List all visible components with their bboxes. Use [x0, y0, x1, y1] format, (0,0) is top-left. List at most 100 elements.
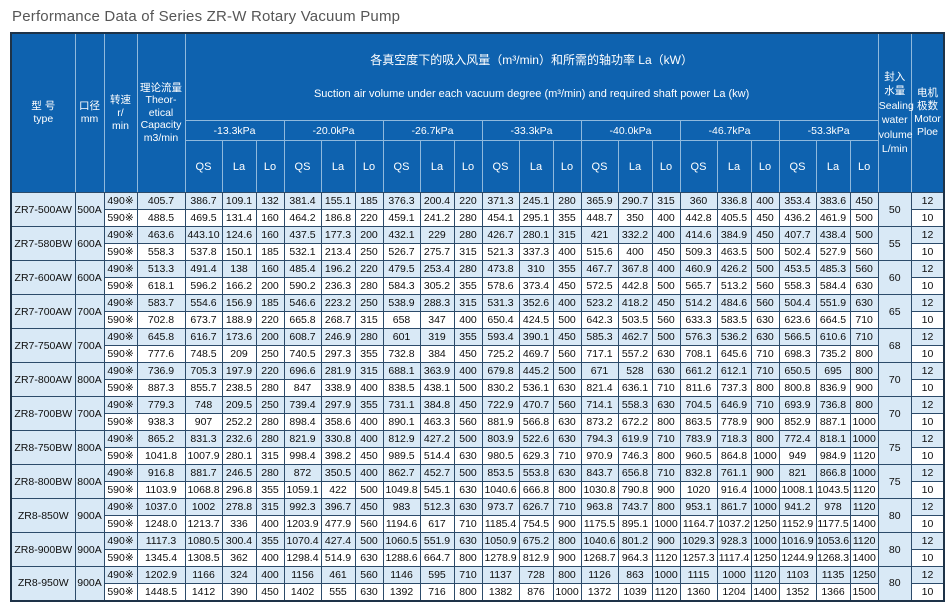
qs-cell: 696.6	[283, 362, 322, 380]
la-cell: 876	[518, 583, 554, 601]
subcol-header-lo: Lo	[354, 140, 384, 193]
qs-cell: 1103	[778, 566, 817, 584]
lo-cell: 560	[849, 243, 879, 261]
data-row-ZR8-700BW-590: 590※ 938.3 907 252.2 280 898.4 358.6 400 890.1 46…	[11, 413, 945, 431]
la-cell: 1177.5	[815, 515, 851, 533]
qs-cell: 843.7	[580, 464, 619, 482]
lo-cell: 280	[453, 226, 483, 244]
la-cell: 384	[419, 345, 455, 363]
qs-cell: 661.2	[679, 362, 718, 380]
lo-cell: 450	[453, 345, 483, 363]
lo-cell: 185	[354, 192, 384, 210]
lo-cell: 400	[255, 566, 285, 584]
pump-type-cell: ZR7-800AW	[10, 362, 76, 397]
qs-cell: 585.3	[580, 328, 619, 346]
qs-cell: 538.9	[382, 294, 421, 312]
qs-cell: 1352	[778, 583, 817, 601]
capacity-cell: 938.3	[136, 413, 186, 431]
la-cell: 558.3	[617, 396, 653, 414]
lo-cell: 450	[750, 209, 780, 227]
la-cell: 209	[221, 345, 257, 363]
lo-cell: 1400	[849, 549, 879, 567]
la-cell: 778.9	[716, 413, 752, 431]
lo-cell: 900	[651, 532, 681, 550]
lo-cell: 1120	[651, 583, 681, 601]
lo-cell: 500	[750, 243, 780, 261]
qs-cell: 852.9	[778, 413, 817, 431]
qs-cell: 509.3	[679, 243, 718, 261]
qs-cell: 949	[778, 447, 817, 465]
la-cell: 861.7	[716, 498, 752, 516]
lo-cell: 800	[849, 396, 879, 414]
la-cell: 452.7	[419, 464, 455, 482]
la-cell: 736.8	[815, 396, 851, 414]
motor-pole-cell: 12	[910, 396, 945, 414]
lo-cell: 710	[750, 362, 780, 380]
lo-cell: 560	[651, 311, 681, 329]
pump-type-cell: ZR7-600AW	[10, 260, 76, 295]
speed-cell: 590※	[103, 515, 138, 533]
lo-cell: 630	[552, 379, 582, 397]
la-cell: 427.4	[320, 532, 356, 550]
qs-cell: 1244.9	[778, 549, 817, 567]
speed-cell: 590※	[103, 277, 138, 295]
la-cell: 305.2	[419, 277, 455, 295]
lo-cell: 1400	[750, 583, 780, 601]
qs-cell: 705.3	[184, 362, 223, 380]
la-cell: 383.6	[815, 192, 851, 210]
capacity-cell: 1041.8	[136, 447, 186, 465]
lo-cell: 1120	[651, 549, 681, 567]
motor-pole-cell: 12	[910, 192, 945, 210]
speed-cell: 490※	[103, 328, 138, 346]
qs-cell: 800.8	[778, 379, 817, 397]
la-cell: 555	[320, 583, 356, 601]
lo-cell: 500	[354, 532, 384, 550]
la-cell: 445.2	[518, 362, 554, 380]
lo-cell: 500	[651, 277, 681, 295]
caliber-cell: 500A	[74, 192, 105, 227]
speed-cell: 590※	[103, 549, 138, 567]
la-cell: 978	[815, 498, 851, 516]
caliber-cell: 600A	[74, 226, 105, 261]
sealing-water-cell: 80	[877, 532, 912, 567]
capacity-cell: 736.9	[136, 362, 186, 380]
lo-cell: 710	[552, 498, 582, 516]
lo-cell: 560	[750, 277, 780, 295]
lo-cell: 630	[651, 345, 681, 363]
qs-cell: 473.8	[481, 260, 520, 278]
qs-cell: 442.8	[679, 209, 718, 227]
la-cell: 1037.2	[716, 515, 752, 533]
qs-cell: 704.5	[679, 396, 718, 414]
sealing-water-cell: 75	[877, 464, 912, 499]
data-row-ZR8-950W-590: 590※ 1448.5 1412 390 450 1402 555 630 1392 716 800…	[11, 583, 945, 601]
sealing-water-cell: 68	[877, 328, 912, 363]
lo-cell: 630	[453, 498, 483, 516]
subcol-header-row: QS La Lo QS La Lo QS La Lo QS La Lo QS La Lo QS La Lo QS La…	[11, 140, 944, 193]
pump-type-cell: ZR8-850W	[10, 498, 76, 533]
capacity-cell: 405.7	[136, 192, 186, 210]
la-cell: 1204	[716, 583, 752, 601]
la-cell: 513.2	[716, 277, 752, 295]
data-row-ZR7-600AW-590: 590※ 618.1 596.2 166.2 200 590.2 236.3 280 584.3…	[11, 277, 945, 295]
qs-cell: 783.9	[679, 430, 718, 448]
lo-cell: 1000	[552, 583, 582, 601]
la-cell: 514.9	[320, 549, 356, 567]
la-cell: 422	[320, 481, 356, 499]
la-cell: 400	[617, 243, 653, 261]
qs-cell: 725.2	[481, 345, 520, 363]
data-row-ZR7-750AW-490: ZR7-750AW 700A 490※ 645.8 616.7 173.6 200 608.7…	[10, 328, 945, 363]
pressure-header-6: -53.3kPa	[778, 120, 879, 141]
speed-cell: 590※	[103, 379, 138, 397]
qs-cell: 376.3	[382, 192, 421, 210]
la-cell: 390.1	[518, 328, 554, 346]
la-cell: 275.7	[419, 243, 455, 261]
qs-cell: 1040.6	[481, 481, 520, 499]
qs-cell: 748.5	[184, 345, 223, 363]
qs-cell: 437.5	[283, 226, 322, 244]
qs-cell: 772.4	[778, 430, 817, 448]
subcol-header-qs: QS	[481, 140, 520, 193]
la-cell: 278.8	[221, 498, 257, 516]
sealing-water-cell: 60	[877, 260, 912, 295]
lo-cell: 710	[651, 464, 681, 482]
lo-cell: 710	[552, 447, 582, 465]
